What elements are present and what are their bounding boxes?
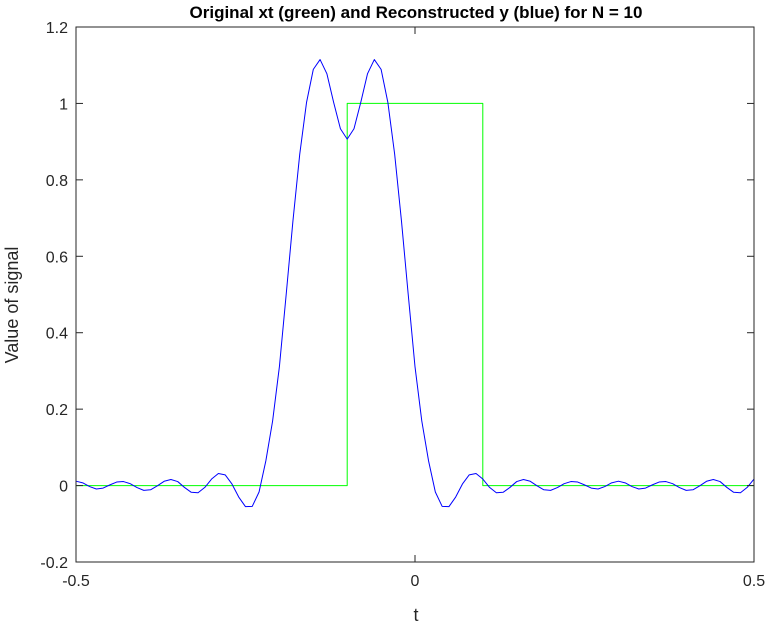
y-tick-label: 0 xyxy=(59,479,68,496)
y-axis-label: Value of signal xyxy=(2,247,22,364)
plot-background xyxy=(76,27,754,562)
y-tick-label: 0.4 xyxy=(46,326,68,343)
y-tick-label: 0.8 xyxy=(46,173,68,190)
y-tick-label: 0.6 xyxy=(46,249,68,266)
y-tick-label: 1.2 xyxy=(46,20,68,37)
y-tick-label: 1 xyxy=(59,96,68,113)
x-tick-label: -0.5 xyxy=(62,573,90,590)
y-tick-label: -0.2 xyxy=(40,555,68,572)
x-tick-label: 0 xyxy=(411,573,420,590)
series-line-0 xyxy=(76,102,754,487)
y-tick-label: 0.2 xyxy=(46,402,68,419)
plot-area: -0.5 0 0.5 -0.2 0 0.2 0.4 0.6 0.8 1 1.2 xyxy=(40,20,765,590)
series-line-1 xyxy=(75,59,755,508)
x-tick-label: 0.5 xyxy=(743,573,765,590)
chart-title: Original xt (green) and Reconstructed y … xyxy=(190,3,643,22)
x-axis-label: t xyxy=(413,605,418,625)
